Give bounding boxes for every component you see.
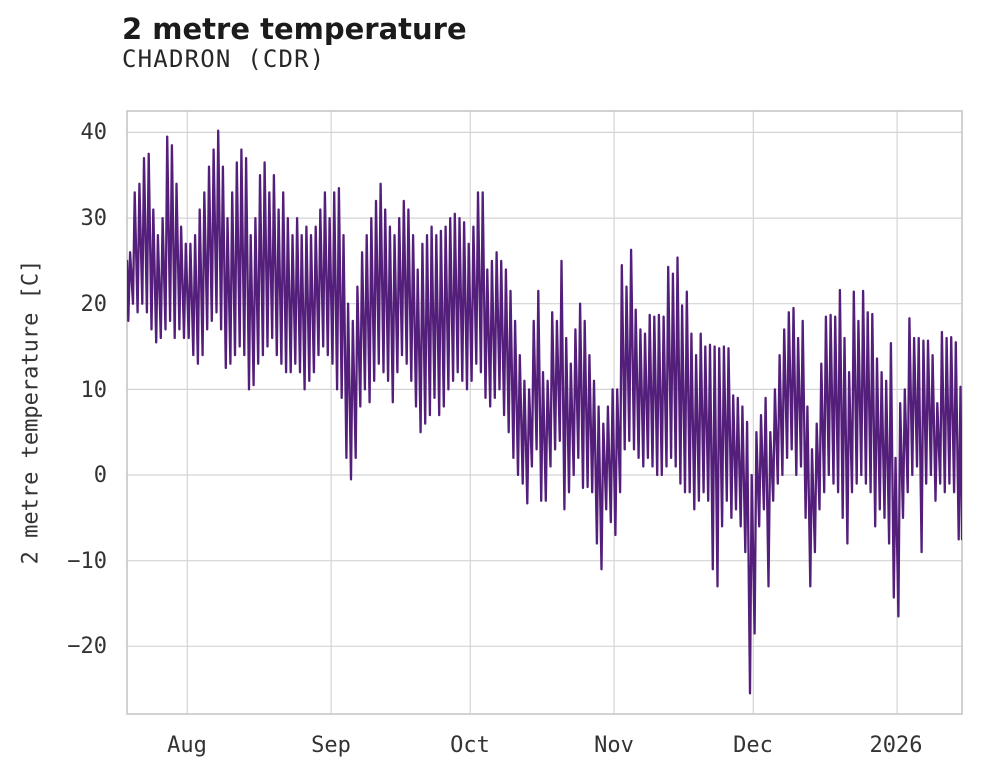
plot-frame <box>126 110 963 715</box>
chart-title: 2 metre temperature <box>122 12 467 46</box>
y-tick-label: −20 <box>67 634 107 659</box>
x-tick-label: 2026 <box>869 733 923 758</box>
y-tick-label: 0 <box>93 463 107 488</box>
chart-subtitle: CHADRON (CDR) <box>122 45 326 73</box>
y-tick-label: −10 <box>67 549 107 574</box>
y-tick-label: 20 <box>80 292 108 317</box>
temperature-line <box>127 129 962 695</box>
x-tick-label: Nov <box>594 733 634 758</box>
x-tick-label: Sep <box>311 733 351 758</box>
x-tick-label: Aug <box>167 733 207 758</box>
x-tick-label: Oct <box>450 733 490 758</box>
x-tick-label: Dec <box>733 733 773 758</box>
y-tick-label: 30 <box>80 206 108 231</box>
y-tick-label: 40 <box>80 120 108 145</box>
y-tick-label: 10 <box>80 378 108 403</box>
